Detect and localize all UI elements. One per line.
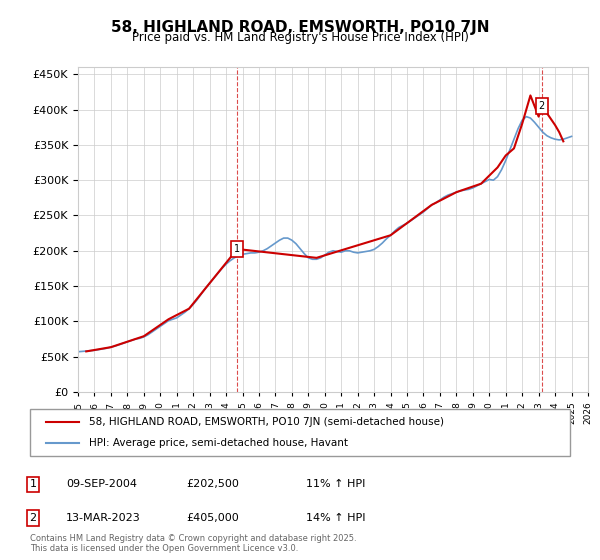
Text: £202,500: £202,500 xyxy=(186,479,239,489)
Text: 13-MAR-2023: 13-MAR-2023 xyxy=(66,513,141,523)
Text: Price paid vs. HM Land Registry's House Price Index (HPI): Price paid vs. HM Land Registry's House … xyxy=(131,31,469,44)
Text: 2: 2 xyxy=(539,101,545,111)
Text: 11% ↑ HPI: 11% ↑ HPI xyxy=(306,479,365,489)
Text: 14% ↑ HPI: 14% ↑ HPI xyxy=(306,513,365,523)
Text: 1: 1 xyxy=(234,244,241,254)
FancyBboxPatch shape xyxy=(30,409,570,456)
Text: Contains HM Land Registry data © Crown copyright and database right 2025.
This d: Contains HM Land Registry data © Crown c… xyxy=(30,534,356,553)
Text: 2: 2 xyxy=(29,513,37,523)
Text: 1: 1 xyxy=(29,479,37,489)
Text: HPI: Average price, semi-detached house, Havant: HPI: Average price, semi-detached house,… xyxy=(89,438,349,448)
Text: 09-SEP-2004: 09-SEP-2004 xyxy=(66,479,137,489)
Text: 58, HIGHLAND ROAD, EMSWORTH, PO10 7JN (semi-detached house): 58, HIGHLAND ROAD, EMSWORTH, PO10 7JN (s… xyxy=(89,417,445,427)
Text: £405,000: £405,000 xyxy=(186,513,239,523)
Text: 58, HIGHLAND ROAD, EMSWORTH, PO10 7JN: 58, HIGHLAND ROAD, EMSWORTH, PO10 7JN xyxy=(111,20,489,35)
